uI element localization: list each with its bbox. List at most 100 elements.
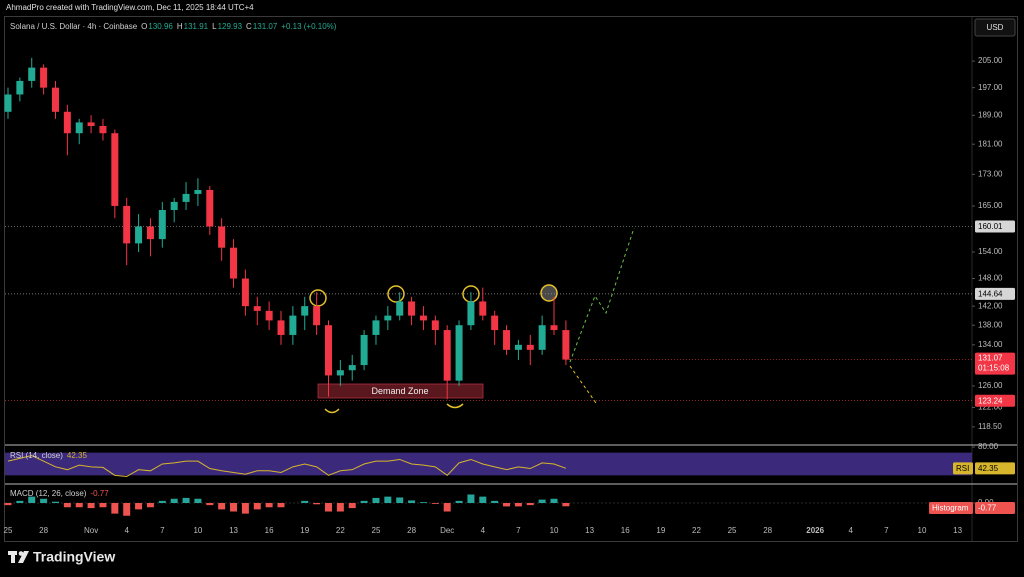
projection-down xyxy=(569,365,597,404)
histogram-bar xyxy=(491,500,499,503)
indicator-last: 42.35 xyxy=(978,464,999,473)
histogram-bar xyxy=(75,503,83,508)
candle-body xyxy=(146,226,154,240)
x-tick-label: 4 xyxy=(124,526,129,535)
histogram-bar xyxy=(562,503,570,507)
x-tick-label: Nov xyxy=(84,526,98,535)
candle-body xyxy=(562,330,570,360)
indicator-name-box xyxy=(929,502,973,514)
histogram-bar xyxy=(538,499,546,503)
histogram-bar xyxy=(265,503,273,508)
candle-body xyxy=(75,122,83,134)
x-tick-label: 16 xyxy=(265,526,274,535)
y-tick-label: 148.00 xyxy=(978,274,1003,283)
candle-body xyxy=(4,94,12,112)
y-tick-label: 134.00 xyxy=(978,340,1003,349)
indicator-last-box xyxy=(975,462,1015,475)
histogram-bar xyxy=(123,503,131,516)
x-tick-label: 13 xyxy=(229,526,238,535)
footer xyxy=(0,542,1024,577)
histogram-bar xyxy=(503,503,511,507)
candle-body xyxy=(111,133,119,206)
rsi-band xyxy=(5,452,972,476)
x-tick-label: Dec xyxy=(440,526,454,535)
candle-body xyxy=(218,226,226,248)
candle-body xyxy=(158,210,166,240)
histogram-bar xyxy=(301,500,309,503)
x-tick-label: 16 xyxy=(621,526,630,535)
candle-body xyxy=(277,320,285,335)
x-tick-label: 25 xyxy=(4,526,13,535)
peak-marker xyxy=(309,289,327,307)
histogram-bar xyxy=(360,500,368,503)
histogram-bar xyxy=(514,503,522,507)
x-tick-label: 25 xyxy=(728,526,737,535)
symbol: Solana / U.S. Dollar · 4h · Coinbase xyxy=(10,22,138,31)
candle-body xyxy=(289,315,297,335)
y-tick-label: 173.00 xyxy=(978,169,1003,178)
ohlc-value: 131.91 xyxy=(184,22,209,31)
histogram-bar xyxy=(111,503,119,514)
candle-body xyxy=(419,315,427,321)
candle-body xyxy=(313,306,321,326)
candle-body xyxy=(51,87,59,112)
candle-body xyxy=(301,306,309,316)
histogram-bar xyxy=(182,497,190,503)
candle-body xyxy=(206,189,214,227)
x-tick-label: 13 xyxy=(585,526,594,535)
x-tick-label: 25 xyxy=(372,526,381,535)
histogram-bar xyxy=(158,500,166,503)
x-tick-label: 10 xyxy=(918,526,927,535)
rsi-line xyxy=(7,454,567,477)
symbol-legend: Solana / U.S. Dollar · 4h · Coinbase O 13… xyxy=(10,22,337,31)
change: +0.13 (+0.10%) xyxy=(281,22,336,31)
histogram-bar xyxy=(194,498,202,503)
currency[interactable]: USD xyxy=(987,23,1004,32)
ohlc-key: O xyxy=(141,22,147,31)
histogram-bar xyxy=(87,503,95,509)
histogram-bar xyxy=(348,503,356,509)
candle-body xyxy=(443,330,451,381)
candle-body xyxy=(384,315,392,321)
candle-body xyxy=(372,320,380,335)
indicator-title: MACD (12, 26, close) xyxy=(10,489,87,498)
x-tick-label: 28 xyxy=(763,526,772,535)
histogram-bar xyxy=(455,500,463,503)
y-tick-label: 181.00 xyxy=(978,139,1003,148)
candle-body xyxy=(491,315,499,331)
ohlc-value: 131.07 xyxy=(253,22,278,31)
last-price: 131.07 xyxy=(978,354,1003,363)
indicator-last-box xyxy=(975,502,1015,514)
histogram-bar xyxy=(218,503,226,510)
y-tick-label: 154.00 xyxy=(978,247,1003,256)
price-line-label: 160.01 xyxy=(978,222,1003,231)
candle-body xyxy=(360,334,368,366)
candle-body xyxy=(99,126,107,134)
ohlc-value: 130.96 xyxy=(148,22,173,31)
histogram-bar xyxy=(4,503,12,506)
candle-body xyxy=(526,344,534,350)
candle-body xyxy=(40,67,48,88)
histogram-bar xyxy=(313,503,321,505)
low-marker xyxy=(324,408,340,414)
histogram-bar xyxy=(206,503,214,506)
price-line-label: 144.64 xyxy=(978,289,1003,298)
histogram-bar xyxy=(230,503,238,512)
indicator-name: RSI xyxy=(956,464,969,473)
demand-zone xyxy=(317,383,484,399)
currency-button[interactable] xyxy=(974,18,1016,37)
histogram-bar xyxy=(431,503,439,504)
histogram-bar xyxy=(479,496,487,503)
frame xyxy=(4,16,1018,542)
y-tick-label: 126.00 xyxy=(978,381,1003,390)
candle-body xyxy=(135,226,143,244)
x-tick-label: 28 xyxy=(39,526,48,535)
histogram-bar xyxy=(40,498,48,503)
x-tick-label: 22 xyxy=(692,526,701,535)
price-line-label-box xyxy=(975,287,1015,300)
candle-body xyxy=(550,325,558,331)
histogram-bar xyxy=(526,503,534,506)
histogram-bar xyxy=(28,496,36,503)
candle-body xyxy=(348,365,356,371)
